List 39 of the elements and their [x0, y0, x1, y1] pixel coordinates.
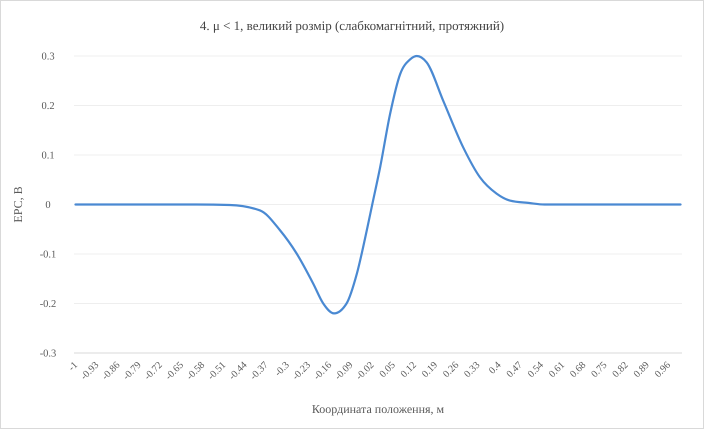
x-tick-label: 0.82: [610, 360, 631, 380]
x-tick-label: -0.86: [100, 360, 122, 382]
x-tick-label: 0.19: [420, 360, 440, 380]
x-tick-label: 0.4: [486, 360, 504, 376]
y-tick-label: -0.1: [40, 250, 56, 261]
chart-title: 4. μ < 1, великий розмір (слабкомагнітний, протяжний): [200, 18, 504, 33]
y-tick-label: 0.2: [41, 101, 55, 112]
x-tick-label: -0.72: [142, 360, 165, 382]
x-tick-label: -0.58: [184, 360, 208, 382]
x-tick-label: 0.26: [441, 360, 462, 380]
x-tick-label: -0.93: [78, 360, 102, 382]
x-tick-label: 0.47: [504, 360, 525, 380]
x-tick-label: -0.79: [121, 360, 144, 382]
x-tick-label: -0.44: [226, 360, 250, 382]
x-tick-label: -1: [66, 360, 80, 374]
y-axis-title: ЕРС, В: [11, 186, 25, 223]
x-tick-label: 0.33: [462, 360, 482, 380]
y-tick-label: 0: [45, 200, 51, 212]
x-tick-label: 0.54: [526, 360, 546, 380]
x-tick-label: -0.23: [290, 360, 314, 382]
x-tick-label: 0.05: [378, 360, 398, 380]
x-tick-label: -0.3: [272, 360, 292, 379]
y-tick-label: -0.3: [40, 348, 56, 360]
x-tick-label: -0.16: [312, 360, 334, 382]
x-tick-label: 0.96: [652, 360, 673, 380]
x-tick-label: -0.65: [163, 360, 186, 382]
x-axis-title: Координата положення, м: [312, 402, 445, 416]
x-tick-label: -0.51: [206, 360, 228, 382]
x-tick-label: 0.75: [589, 360, 610, 380]
y-tick-label: -0.2: [40, 299, 56, 310]
line-series: [74, 54, 682, 314]
x-tick-label: 0.12: [398, 360, 419, 380]
x-tick-label: -0.09: [332, 360, 356, 382]
x-tick-label: 0.61: [546, 360, 568, 380]
x-tick-label: 0.68: [568, 360, 588, 380]
x-tick-label: 0.89: [632, 360, 652, 380]
y-tick-label: 0.1: [41, 150, 55, 162]
x-tick-label: -0.02: [354, 360, 377, 382]
y-tick-label: 0.3: [41, 52, 55, 63]
